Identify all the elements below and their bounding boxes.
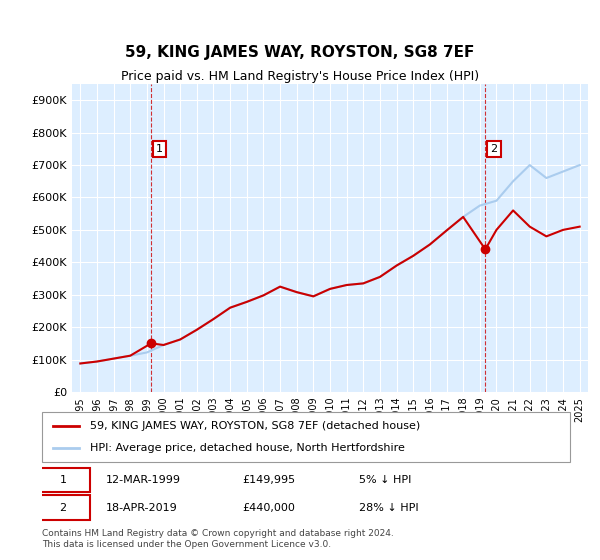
Text: 5% ↓ HPI: 5% ↓ HPI (359, 475, 411, 485)
Text: 59, KING JAMES WAY, ROYSTON, SG8 7EF: 59, KING JAMES WAY, ROYSTON, SG8 7EF (125, 45, 475, 60)
Text: £440,000: £440,000 (242, 503, 296, 513)
Text: 28% ↓ HPI: 28% ↓ HPI (359, 503, 418, 513)
Text: Contains HM Land Registry data © Crown copyright and database right 2024.
This d: Contains HM Land Registry data © Crown c… (42, 529, 394, 549)
FancyBboxPatch shape (42, 412, 570, 462)
FancyBboxPatch shape (37, 496, 89, 520)
Text: 18-APR-2019: 18-APR-2019 (106, 503, 177, 513)
Text: 1: 1 (156, 144, 163, 154)
Text: 2: 2 (490, 144, 497, 154)
Text: HPI: Average price, detached house, North Hertfordshire: HPI: Average price, detached house, Nort… (89, 443, 404, 453)
Text: 2: 2 (59, 503, 67, 513)
Text: 59, KING JAMES WAY, ROYSTON, SG8 7EF (detached house): 59, KING JAMES WAY, ROYSTON, SG8 7EF (de… (89, 421, 420, 431)
Text: 12-MAR-1999: 12-MAR-1999 (106, 475, 181, 485)
Text: 1: 1 (59, 475, 67, 485)
Text: Price paid vs. HM Land Registry's House Price Index (HPI): Price paid vs. HM Land Registry's House … (121, 70, 479, 83)
FancyBboxPatch shape (37, 468, 89, 492)
Text: £149,995: £149,995 (242, 475, 296, 485)
